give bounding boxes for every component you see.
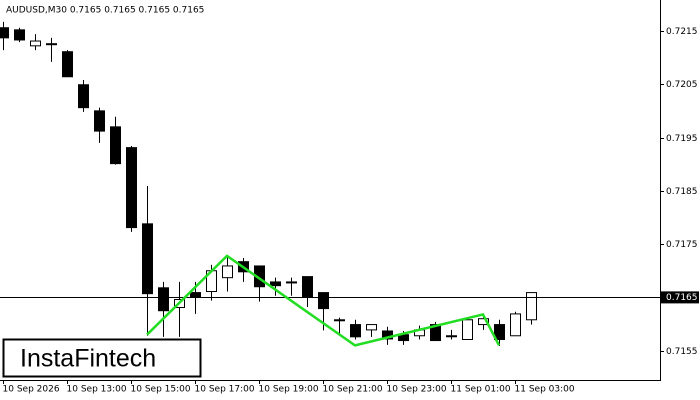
x-tick-label: 10 Sep 13:00 [67,385,127,395]
y-tick-label: 0.7175 [666,240,698,250]
candle-body [0,27,9,39]
candle-body [366,324,377,331]
candle-body [94,110,105,132]
price-label-box [661,291,699,304]
y-tick-label: 0.7195 [666,134,698,144]
candle-body [62,51,73,78]
candle-body [270,281,281,287]
candle-body [158,287,169,312]
price-label: 0.7165 [666,293,698,303]
candle-body [30,40,41,47]
logo-text: InstaFintech [20,345,156,373]
candle-body [286,281,297,284]
y-tick-label: 0.7215 [666,27,698,37]
candle-body [334,319,345,322]
candle-body [222,265,233,279]
x-tick-label: 10 Sep 2026 [3,385,60,395]
x-tick-label: 11 Sep 01:00 [451,385,511,395]
pattern-line [146,254,501,347]
candle-body [110,126,121,165]
candle-body [14,29,25,41]
x-tick-label: 10 Sep 21:00 [323,385,383,395]
candle-body [430,324,441,342]
candle-body [302,276,313,298]
candle-body [478,318,489,326]
candle-body [494,324,505,340]
candle-body [526,292,537,321]
y-tick-label: 0.7185 [666,187,698,197]
candle-body [510,313,521,337]
candle-body [462,319,473,340]
candle-body [126,147,137,229]
x-tick-label: 11 Sep 03:00 [515,385,575,395]
candle-body [446,335,457,338]
candle-body [142,223,153,295]
logo-box [2,338,202,378]
candle-body [318,292,329,310]
chart-title: AUDUSD,M30 0.7165 0.7165 0.7165 0.7165 [6,6,204,16]
x-tick-label: 10 Sep 23:00 [387,385,447,395]
candle-body [46,43,57,46]
candle-body [78,84,89,109]
candle-body [350,324,361,338]
x-tick-label: 10 Sep 19:00 [259,385,319,395]
y-tick-label: 0.7155 [666,347,698,357]
x-tick-label: 10 Sep 15:00 [131,385,191,395]
x-tick-label: 10 Sep 17:00 [195,385,255,395]
y-tick-label: 0.7205 [666,80,698,90]
candle-body [190,292,201,298]
candle-body [382,330,393,340]
